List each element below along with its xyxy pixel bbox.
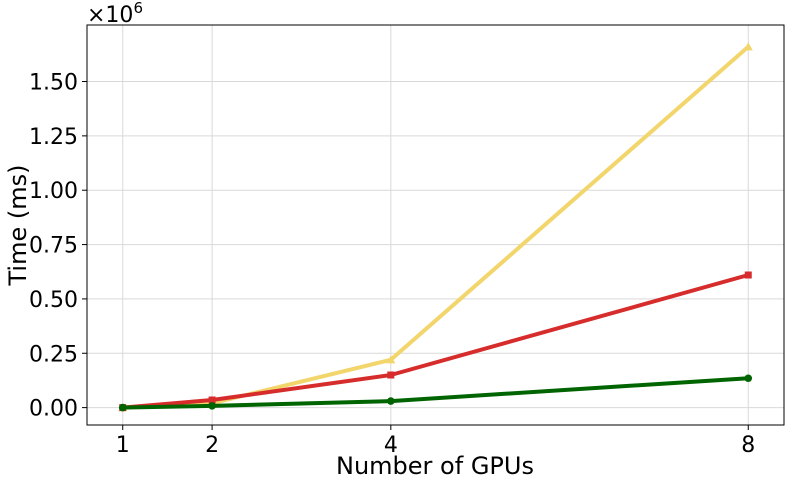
y-tick-label: 0.75 [29,234,78,259]
data-point [744,374,753,383]
y-tick-label: 0.00 [29,397,78,422]
data-point [744,271,752,279]
y-tick-label: 1.50 [29,71,78,96]
data-point [118,403,127,412]
y-tick-label: 1.25 [29,125,78,150]
x-axis-label: Number of GPUs [336,452,534,480]
grid [87,25,784,425]
y-offset-exponent: 6 [133,0,143,17]
y-offset-base: ×10 [87,3,133,28]
data-point [386,355,396,364]
x-tick-label: 2 [205,433,219,458]
x-tick-label: 1 [116,433,130,458]
series-line-1 [122,273,749,410]
axis-ticks: 1 2 4 8 0.00 0.25 0.50 0.75 1.00 1.25 1.50 [29,71,755,458]
x-tick-label: 8 [741,433,755,458]
series-layer [118,42,753,412]
series-line-2 [122,376,749,410]
data-point [208,402,216,410]
y-axis-label: Time (ms) [4,165,32,287]
plot-frame [86,24,785,426]
x-tick-label: 4 [384,433,398,458]
y-tick-label: 1.00 [29,179,78,204]
data-point [743,42,753,51]
data-point [387,371,395,379]
y-tick-label: 0.25 [29,342,78,367]
data-point [387,397,395,405]
y-offset-label: ×106 [87,0,143,28]
data-point [208,396,216,404]
y-tick-label: 0.50 [29,288,78,313]
